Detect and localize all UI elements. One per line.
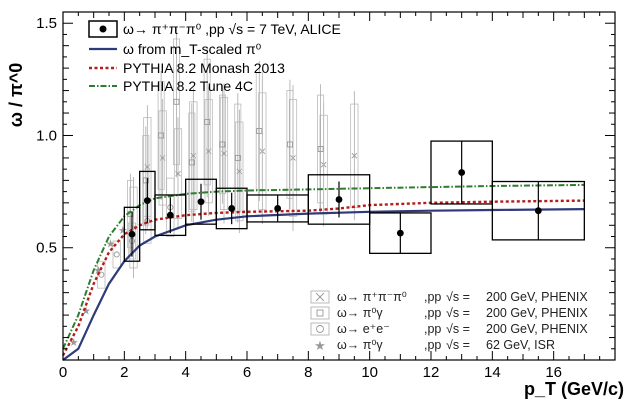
phenix-pig-point xyxy=(255,60,263,202)
x-tick-label: 0 xyxy=(59,364,67,381)
alice-data xyxy=(123,140,585,262)
legend-phenix-pig: ω→ π⁰γ ,pp √s = 200 GeV, PHENIX xyxy=(310,306,588,320)
axis-ticks: 0 2 4 6 8 10 12 14 16 0.5 1.0 1.5 xyxy=(36,12,616,381)
phenix-pig-point xyxy=(218,85,226,204)
svg-text:,pp: ,pp xyxy=(424,338,441,352)
svg-text:62 GeV, ISR: 62 GeV, ISR xyxy=(486,338,555,352)
y-axis-label: ω / π^0 xyxy=(6,63,26,128)
svg-text:√s =: √s = xyxy=(446,322,470,336)
svg-text:√s =: √s = xyxy=(446,338,470,352)
alice-point xyxy=(430,140,493,205)
alice-point xyxy=(491,180,585,241)
legend-alice-label: ω→ π⁺π⁻π⁰ ,pp √s = 7 TeV, ALICE xyxy=(123,21,341,37)
isr-point: ★ xyxy=(118,224,128,237)
x-tick-label: 12 xyxy=(423,364,440,381)
alice-point xyxy=(215,187,248,230)
svg-text:,pp: ,pp xyxy=(424,322,441,336)
alice-point xyxy=(123,206,141,262)
phenix-pig-point xyxy=(317,84,325,214)
isr-point: ★ xyxy=(106,237,116,250)
legend-bottom: ω→ π⁺π⁻π⁰ ,pp √s = 200 GeV, PHENIX ω→ π⁰… xyxy=(310,290,588,354)
phenix-ppp-point xyxy=(158,99,167,217)
x-tick-label: 16 xyxy=(545,364,562,381)
svg-text:√s =: √s = xyxy=(446,290,470,304)
svg-text:ω→ π⁰γ: ω→ π⁰γ xyxy=(337,306,383,320)
legend-alice-marker-box xyxy=(88,20,118,38)
svg-text:200 GeV, PHENIX: 200 GeV, PHENIX xyxy=(486,290,588,304)
alice-point xyxy=(369,212,432,255)
phenix-data: ★★★★★ xyxy=(69,26,359,349)
x-tick-label: 14 xyxy=(484,364,501,381)
phenix-pig-point xyxy=(157,70,165,201)
alice-point xyxy=(185,178,217,225)
isr-point: ★ xyxy=(69,336,79,349)
legend-top: ω→ π⁺π⁻π⁰ ,pp √s = 7 TeV, ALICE ω from m… xyxy=(88,20,341,94)
svg-text:★: ★ xyxy=(314,339,326,354)
alice-point xyxy=(154,194,187,237)
phenix-pig-point xyxy=(203,46,211,198)
legend-isr: ★ ω→ π⁰γ ,pp √s = 62 GeV, ISR xyxy=(314,338,555,354)
x-tick-label: 4 xyxy=(181,364,189,381)
phenix-ee-point xyxy=(112,240,121,269)
phenix-ppp-point xyxy=(235,109,244,234)
alice-point xyxy=(307,174,371,225)
alice-point xyxy=(139,170,156,231)
isr-point: ★ xyxy=(81,305,91,318)
legend-alice-marker xyxy=(99,25,107,33)
x-axis-label: p_T (GeV/c) xyxy=(524,379,624,399)
legend-monash-label: PYTHIA 8.2 Monash 2013 xyxy=(123,60,285,76)
x-tick-label: 10 xyxy=(361,364,378,381)
phenix-ppp-point xyxy=(173,117,183,230)
x-tick-label: 8 xyxy=(304,364,312,381)
alice-point xyxy=(246,194,309,223)
svg-text:ω→ π⁰γ: ω→ π⁰γ xyxy=(337,338,383,352)
svg-text:200 GeV, PHENIX: 200 GeV, PHENIX xyxy=(486,322,588,336)
phenix-ppp-point xyxy=(350,91,359,221)
legend-phenix-ppp: ω→ π⁺π⁻π⁰ ,pp √s = 200 GeV, PHENIX xyxy=(310,290,588,304)
svg-text:,pp: ,pp xyxy=(424,290,441,304)
y-tick-label: 1.0 xyxy=(36,127,57,144)
svg-text:ω→ e⁺e⁻: ω→ e⁺e⁻ xyxy=(337,322,390,336)
isr-point: ★ xyxy=(93,264,103,277)
svg-text:√s =: √s = xyxy=(446,306,470,320)
legend-phenix-ee: ω→ e⁺e⁻ ,pp √s = 200 GeV, PHENIX xyxy=(310,322,588,336)
phenix-ppp-point xyxy=(219,83,229,224)
legend-scaled-label: ω from m_T-scaled π⁰ xyxy=(123,41,262,57)
phenix-pig-point xyxy=(188,103,196,222)
y-tick-label: 1.5 xyxy=(36,15,57,32)
svg-text:ω→ π⁺π⁻π⁰: ω→ π⁺π⁻π⁰ xyxy=(337,290,407,304)
svg-text:200 GeV, PHENIX: 200 GeV, PHENIX xyxy=(486,306,588,320)
phenix-ppp-point xyxy=(204,86,213,216)
svg-text:,pp: ,pp xyxy=(424,306,441,320)
phenix-pig-point xyxy=(142,126,150,235)
phenix-pig-point xyxy=(286,79,294,210)
y-tick-label: 0.5 xyxy=(36,240,57,257)
tune4c-curve xyxy=(62,183,585,350)
phenix-pig-point xyxy=(172,26,180,178)
x-tick-label: 6 xyxy=(243,364,251,381)
legend-tune4c-label: PYTHIA 8.2 Tune 4C xyxy=(123,78,253,94)
x-tick-label: 2 xyxy=(120,364,128,381)
phenix-ppp-point xyxy=(189,88,198,224)
